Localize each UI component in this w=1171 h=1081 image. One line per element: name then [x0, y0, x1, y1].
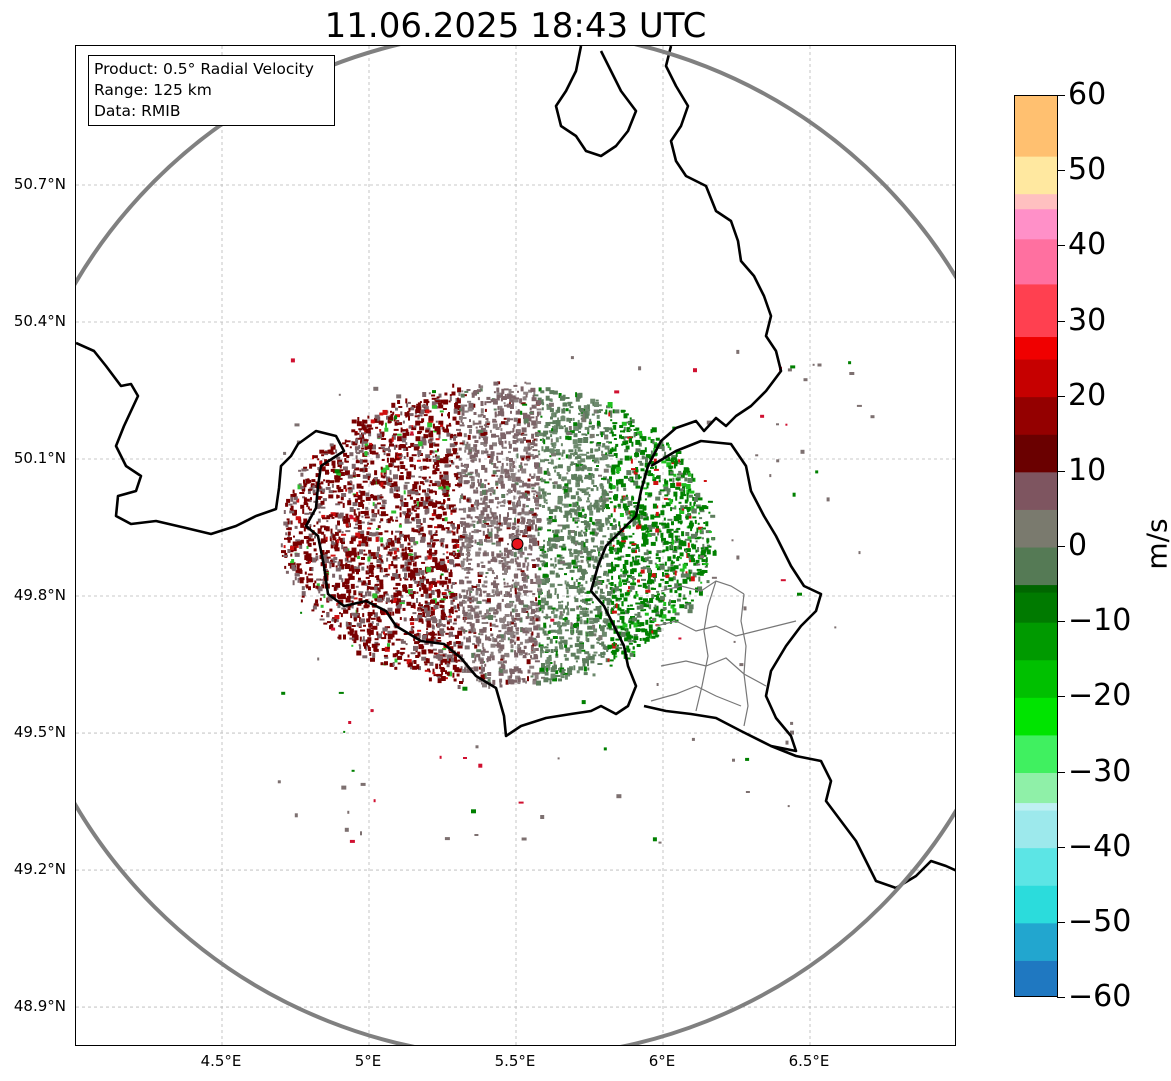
- colorbar-band: [1015, 434, 1057, 473]
- colorbar-band: [1015, 584, 1057, 593]
- country-border-2: [643, 439, 823, 753]
- range-label: Range: 125 km: [94, 81, 212, 99]
- colorbar-band: [1015, 960, 1057, 996]
- radar-map[interactable]: [75, 45, 956, 1046]
- country-border-1: [554, 46, 638, 158]
- colorbar-band: [1015, 238, 1057, 285]
- colorbar-band: [1015, 847, 1057, 886]
- product-info-box: Product: 0.5° Radial Velocity Range: 125…: [88, 55, 335, 126]
- lat-tick-label: 50.7°N: [13, 175, 66, 193]
- colorbar-tick-mark: [1057, 245, 1065, 247]
- colorbar-band: [1015, 96, 1057, 157]
- colorbar-band: [1015, 336, 1057, 360]
- colorbar-band: [1015, 396, 1057, 435]
- lat-tick-label: 49.5°N: [13, 723, 66, 742]
- colorbar-tick-label: 40: [1068, 227, 1107, 263]
- colorbar-tick-mark: [1057, 170, 1065, 172]
- colorbar-band: [1015, 772, 1057, 804]
- lon-tick-label: 6.5°E: [788, 1052, 830, 1070]
- colorbar-band: [1015, 697, 1057, 736]
- colorbar-tick-mark: [1057, 997, 1065, 998]
- lat-tick-label: 50.4°N: [13, 312, 66, 330]
- colorbar-unit-label: m/s: [1140, 518, 1171, 570]
- velocity-colorbar: [1014, 95, 1058, 997]
- colorbar-tick-mark: [1057, 846, 1065, 848]
- data-source-label: Data: RMIB: [94, 102, 181, 120]
- lat-tick-label: 48.9°N: [13, 997, 66, 1016]
- lon-tick-label: 6°E: [648, 1052, 676, 1070]
- colorbar-band: [1015, 156, 1057, 195]
- colorbar-tick-mark: [1057, 95, 1065, 96]
- lat-tick-label: 49.2°N: [13, 860, 66, 879]
- region-boundary-0: [660, 580, 745, 595]
- colorbar-tick-label: −20: [1068, 678, 1132, 714]
- map-canvas: [76, 46, 955, 1045]
- region-boundary-1: [655, 620, 797, 637]
- colorbar-band: [1015, 193, 1057, 210]
- product-label: Product: 0.5° Radial Velocity: [94, 60, 314, 78]
- region-boundary-3: [650, 685, 742, 707]
- colorbar-gradient: [1015, 96, 1057, 996]
- lat-tick-label: 50.1°N: [13, 449, 66, 468]
- colorbar-band: [1015, 659, 1057, 698]
- colorbar-band: [1015, 509, 1057, 548]
- colorbar-band: [1015, 359, 1057, 398]
- colorbar-band: [1015, 471, 1057, 510]
- region-boundary-4: [695, 580, 717, 712]
- colorbar-tick-label: −10: [1068, 603, 1132, 639]
- lon-tick-label: 5°E: [354, 1052, 382, 1070]
- country-border-0: [76, 46, 783, 738]
- colorbar-band: [1015, 922, 1057, 961]
- colorbar-tick-label: 10: [1068, 452, 1107, 488]
- lon-tick-label: 5.5°E: [494, 1052, 536, 1070]
- colorbar-tick-label: −50: [1068, 903, 1132, 939]
- colorbar-band: [1015, 622, 1057, 661]
- colorbar-tick-label: 0: [1068, 528, 1088, 563]
- radar-site-marker: [511, 537, 524, 550]
- radar-echoes: [277, 349, 875, 844]
- colorbar-tick-label: −40: [1068, 828, 1132, 864]
- lat-tick-label: 49.8°N: [13, 586, 66, 605]
- colorbar-tick-mark: [1057, 546, 1065, 547]
- colorbar-tick-mark: [1057, 921, 1065, 923]
- colorbar-tick-mark: [1057, 696, 1065, 698]
- colorbar-band: [1015, 802, 1057, 811]
- colorbar-band: [1015, 283, 1057, 338]
- colorbar-tick-label: −60: [1068, 979, 1132, 1014]
- country-border-3: [770, 744, 955, 890]
- colorbar-band: [1015, 547, 1057, 586]
- colorbar-tick-mark: [1057, 320, 1065, 322]
- colorbar-tick-label: 30: [1068, 302, 1107, 338]
- region-boundary-5: [740, 593, 749, 727]
- colorbar-band: [1015, 885, 1057, 924]
- colorbar-band: [1015, 592, 1057, 623]
- colorbar-tick-mark: [1057, 395, 1065, 397]
- colorbar-band: [1015, 208, 1057, 240]
- map-title: 11.06.2025 18:43 UTC: [324, 6, 707, 46]
- lon-tick-label: 4.5°E: [200, 1052, 242, 1070]
- colorbar-tick-label: 20: [1068, 377, 1107, 413]
- colorbar-band: [1015, 810, 1057, 849]
- colorbar-band: [1015, 734, 1057, 773]
- colorbar-tick-mark: [1057, 470, 1065, 472]
- colorbar-tick-label: 50: [1068, 152, 1107, 188]
- colorbar-tick-mark: [1057, 621, 1065, 623]
- region-boundary-2: [660, 657, 767, 687]
- colorbar-tick-mark: [1057, 771, 1065, 773]
- colorbar-tick-label: −30: [1068, 753, 1132, 789]
- colorbar-tick-label: 60: [1068, 77, 1107, 112]
